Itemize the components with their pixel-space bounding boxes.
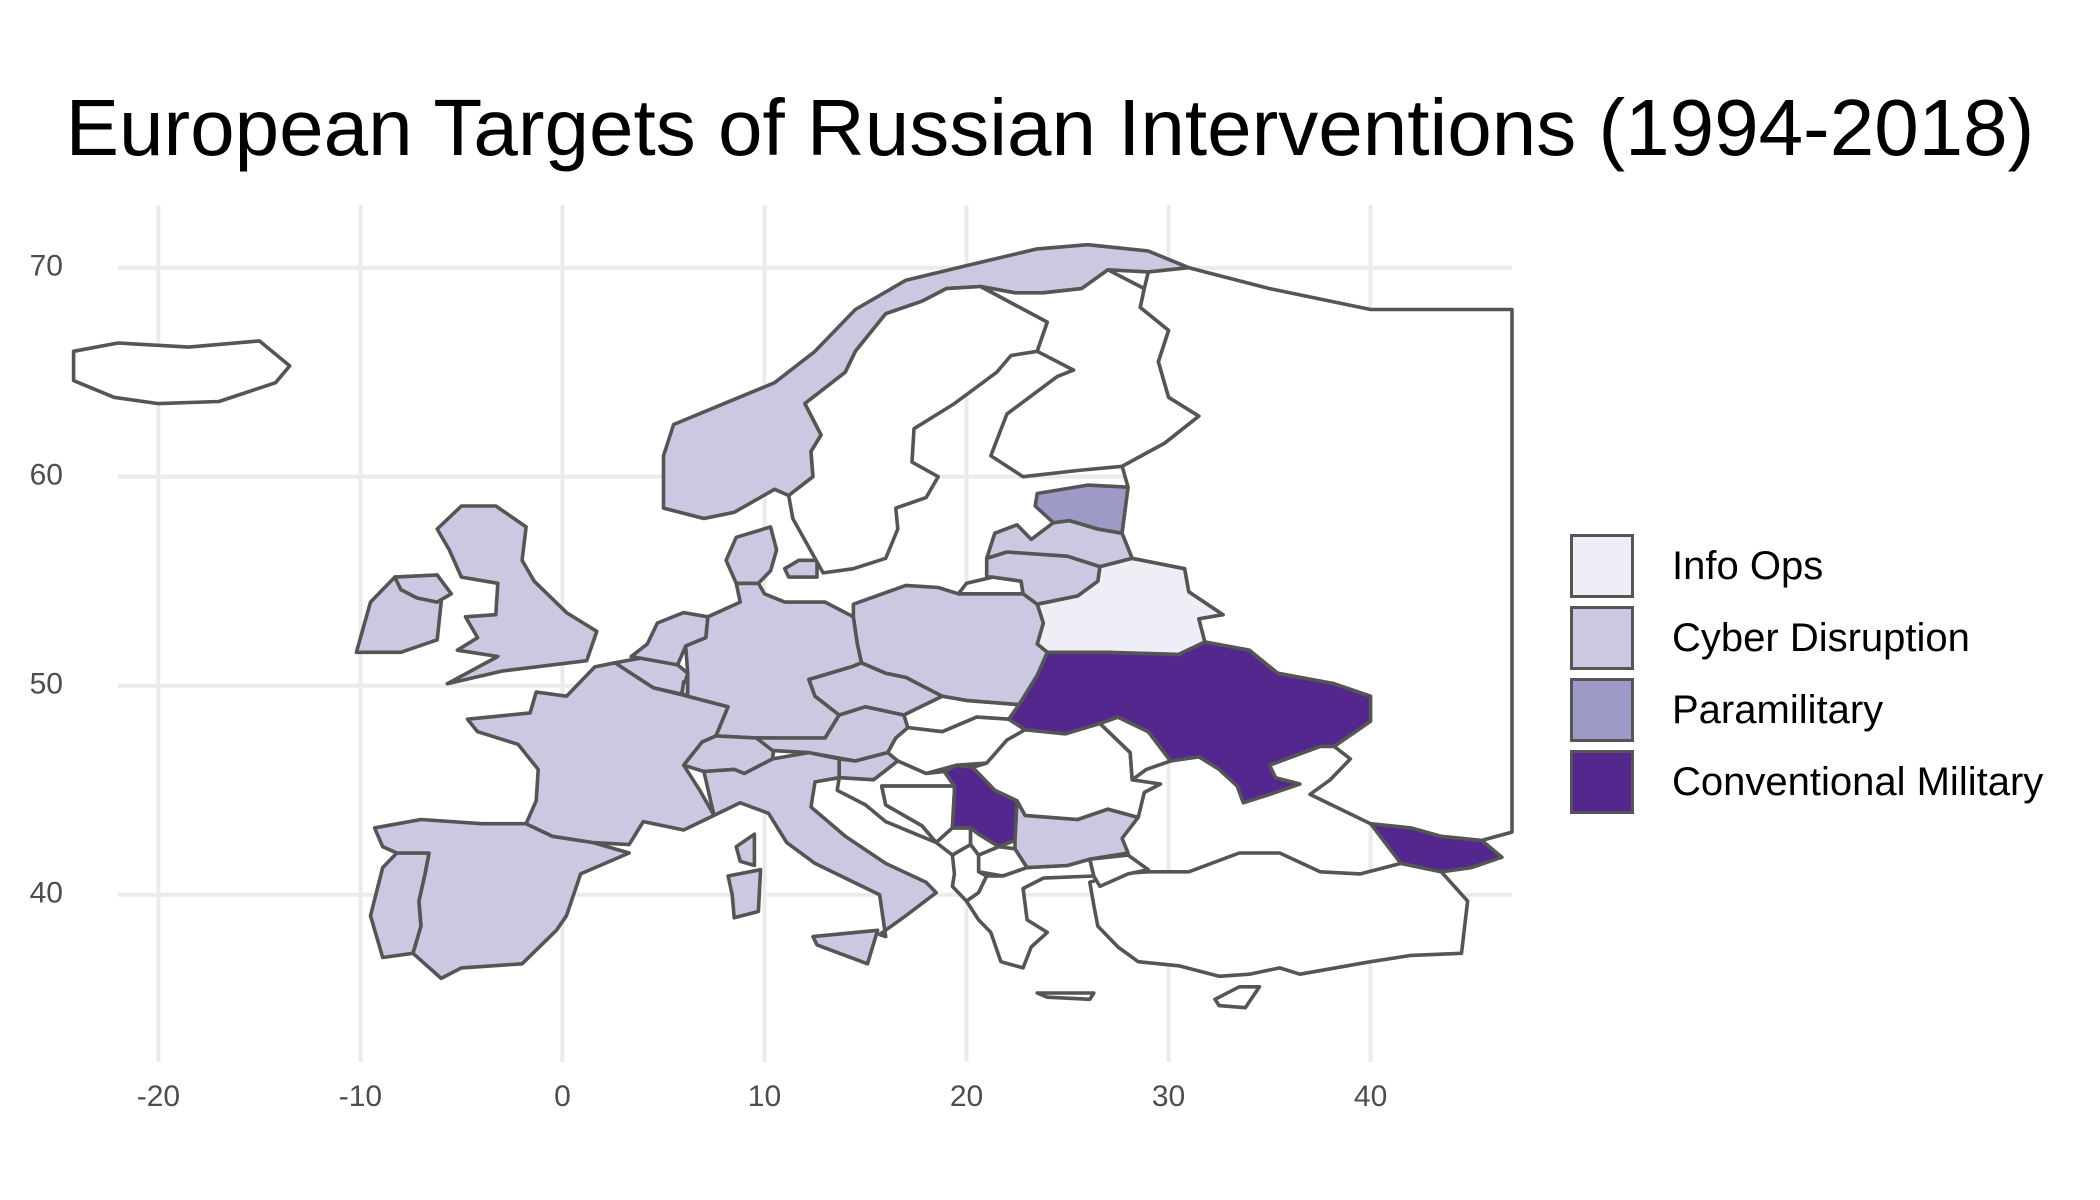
country-russia-west bbox=[1120, 265, 1514, 843]
legend-label: Cyber Disruption bbox=[1672, 615, 1970, 660]
page-title: European Targets of Russian Intervention… bbox=[65, 83, 2035, 172]
country-sardinia bbox=[726, 867, 763, 920]
legend: Info Ops Cyber Disruption Paramilitary Conv… bbox=[1570, 530, 2043, 818]
x-tick-label: -20 bbox=[137, 1080, 180, 1113]
country-sicily bbox=[811, 928, 880, 966]
legend-swatch bbox=[1570, 678, 1634, 742]
country-iceland bbox=[71, 339, 292, 406]
legend-label: Conventional Military bbox=[1672, 759, 2044, 804]
country-poland bbox=[851, 583, 1050, 707]
country-crete bbox=[1035, 991, 1096, 1002]
x-tick-label: 20 bbox=[950, 1080, 983, 1113]
legend-label: Info Ops bbox=[1672, 543, 1824, 588]
legend-item-conventional: Conventional Military bbox=[1570, 746, 2043, 818]
legend-swatch bbox=[1570, 606, 1634, 670]
x-tick-label: 30 bbox=[1152, 1080, 1185, 1113]
country-turkey-thrace bbox=[1088, 853, 1151, 889]
x-tick-label: 40 bbox=[1354, 1080, 1387, 1113]
axis-tick-labels: -20 -10 0 10 20 30 40 40 50 60 70 bbox=[30, 250, 1388, 1113]
country-shapes bbox=[71, 242, 1514, 1010]
country-denmark-zealand bbox=[782, 558, 819, 579]
country-greece bbox=[964, 857, 1096, 970]
legend-item-info_ops: Info Ops bbox=[1570, 530, 2043, 602]
country-denmark bbox=[724, 525, 779, 586]
legend-item-paramilitary: Paramilitary bbox=[1570, 674, 2043, 746]
y-tick-label: 50 bbox=[30, 668, 63, 701]
legend-swatch bbox=[1570, 534, 1634, 598]
y-tick-label: 70 bbox=[30, 250, 63, 283]
legend-item-cyber: Cyber Disruption bbox=[1570, 602, 2043, 674]
y-tick-label: 40 bbox=[30, 877, 63, 910]
x-tick-label: 10 bbox=[748, 1080, 781, 1113]
legend-label: Paramilitary bbox=[1672, 687, 1884, 732]
country-corsica bbox=[734, 832, 757, 868]
country-turkey bbox=[1088, 851, 1470, 979]
legend-swatch bbox=[1570, 750, 1634, 814]
country-cyprus bbox=[1213, 984, 1262, 1010]
country-italy bbox=[702, 750, 939, 939]
x-tick-label: -10 bbox=[339, 1080, 382, 1113]
country-united-kingdom bbox=[435, 504, 599, 686]
x-tick-label: 0 bbox=[554, 1080, 571, 1113]
y-tick-label: 60 bbox=[30, 459, 63, 492]
country-northern-ireland bbox=[392, 573, 454, 604]
